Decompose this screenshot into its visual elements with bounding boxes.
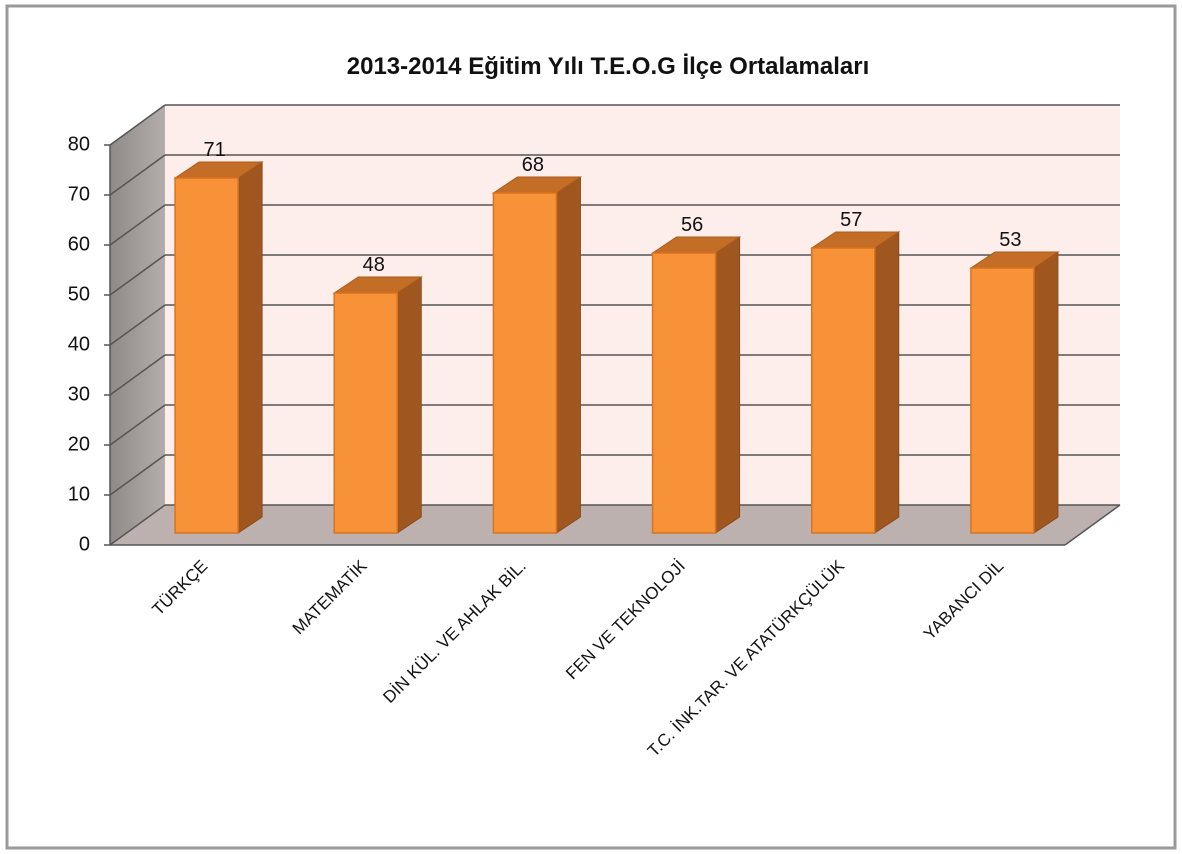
grid-line (109, 504, 166, 546)
bar (174, 177, 239, 534)
y-tick-label: 20 (68, 433, 90, 455)
data-label: 56 (681, 214, 703, 236)
chart-title: 2013-2014 Eğitim Yılı T.E.O.G İlçe Ortal… (347, 53, 869, 80)
data-label: 48 (363, 254, 385, 276)
bar-side (237, 161, 263, 534)
grid-line (109, 404, 166, 446)
bar (492, 192, 558, 534)
y-tick-label: 30 (68, 383, 90, 405)
y-tick-label: 80 (68, 133, 90, 155)
grid-line (109, 204, 166, 246)
data-label: 68 (522, 154, 544, 176)
bar (651, 252, 717, 534)
grid-line (109, 454, 166, 496)
grid-line (109, 254, 166, 296)
bar-side (874, 231, 900, 534)
data-label: 71 (203, 139, 225, 161)
y-tick-label: 70 (68, 183, 90, 205)
y-tick-label: 10 (68, 483, 90, 505)
data-label: 53 (999, 229, 1021, 251)
bar-side (396, 276, 422, 534)
bar-side (555, 176, 581, 534)
bar-side (715, 236, 741, 534)
bar (333, 292, 398, 534)
grid-line (109, 354, 166, 396)
bar (970, 267, 1035, 534)
bar-side (1033, 251, 1059, 534)
y-tick-label: 0 (79, 533, 90, 555)
grid-line (109, 304, 166, 346)
y-tick-label: 40 (68, 333, 90, 355)
grid-line (109, 104, 166, 146)
floor-edge (1064, 504, 1121, 546)
y-tick-label: 50 (68, 283, 90, 305)
data-label: 57 (840, 209, 862, 231)
bar (811, 247, 876, 534)
grid-line (109, 154, 166, 196)
y-tick-label: 60 (68, 233, 90, 255)
